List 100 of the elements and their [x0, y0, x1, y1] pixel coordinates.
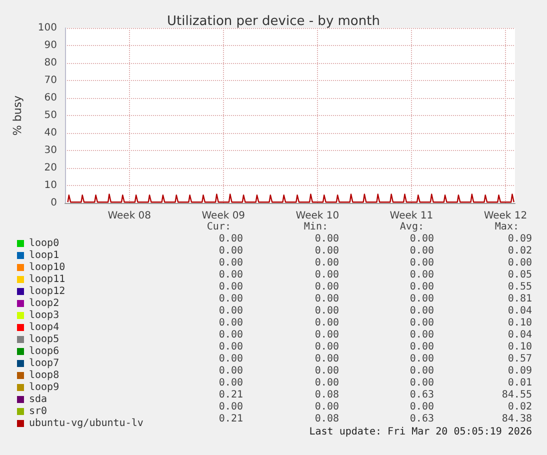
text: 0.00 [410, 402, 434, 412]
text: 0.08 [314, 390, 339, 400]
text: 0.00 [410, 342, 434, 352]
legend-label: loop7 [29, 358, 60, 369]
text: 0.02 [508, 246, 532, 256]
x-tick-label: Week 10 [296, 210, 340, 222]
text: 0.00 [218, 282, 243, 292]
text: 0.10 [508, 342, 532, 352]
y-tick-label: 20 [44, 162, 57, 174]
text: 0.00 [218, 402, 243, 412]
text: 0.01 [508, 378, 532, 388]
text: 0.00 [410, 270, 434, 280]
y-tick-label: 90 [44, 40, 57, 51]
text: 0.55 [508, 282, 532, 292]
text: 0.00 [410, 246, 434, 256]
legend-label: loop2 [29, 298, 60, 309]
legend-label: loop1 [29, 250, 60, 261]
legend-label: loop5 [29, 334, 60, 345]
legend-label: loop11 [29, 274, 66, 285]
legend-label: loop0 [29, 238, 60, 249]
text: 0.57 [508, 354, 532, 364]
text: 0.00 [410, 258, 434, 268]
text: 0.00 [314, 330, 339, 340]
text: 0.63 [410, 414, 434, 424]
y-tick-label: 50 [44, 110, 57, 121]
text: 84.55 [502, 390, 532, 400]
y-tick-label: 30 [44, 145, 57, 156]
chart-title: Utilization per device - by month [167, 14, 380, 29]
text: 84.38 [502, 414, 532, 424]
text: 0.00 [218, 234, 243, 244]
text: 0.00 [218, 294, 243, 304]
text: 0.05 [508, 270, 532, 280]
text: 0.00 [314, 246, 339, 256]
text: 0.21 [218, 414, 243, 424]
legend-label: loop10 [29, 262, 66, 273]
text: 0.00 [314, 342, 339, 352]
text: Min: [304, 222, 328, 232]
legend-label: loop3 [29, 310, 60, 321]
text: 0.21 [218, 390, 243, 400]
legend-label: sr0 [29, 406, 48, 417]
text: 0.00 [410, 354, 434, 364]
text: 0.00 [410, 366, 434, 376]
legend-label: loop4 [29, 322, 60, 333]
text: 0.00 [218, 342, 243, 352]
text: Cur: [206, 222, 231, 232]
text: 0.00 [218, 258, 243, 268]
legend-label: loop8 [29, 370, 60, 381]
legend-label: loop12 [29, 286, 66, 297]
text: 0.00 [314, 258, 339, 268]
x-tick-label: Week 12 [484, 210, 528, 222]
text: Avg: [400, 222, 424, 232]
y-tick-label: 0 [50, 198, 57, 208]
text: 0.00 [218, 378, 243, 388]
text: 0.00 [218, 366, 243, 376]
legend-label: loop9 [29, 382, 60, 393]
legend-label: loop6 [29, 346, 60, 357]
y-tick-label: 60 [44, 92, 57, 104]
text: Last update: Fri Mar 20 05:05:19 2026 [309, 426, 532, 438]
text: 0.00 [218, 270, 243, 280]
text: 0.09 [508, 366, 532, 376]
text: 0.00 [410, 234, 434, 244]
text: 0.63 [410, 390, 434, 400]
y-tick-label: 70 [44, 75, 57, 86]
text: 0.81 [508, 294, 532, 304]
text: Max: [494, 222, 519, 232]
text: 0.04 [508, 306, 532, 316]
text: 0.00 [218, 318, 243, 328]
text: 0.08 [314, 414, 339, 424]
text: 0.00 [314, 294, 339, 304]
x-tick-label: Week 11 [390, 210, 434, 222]
legend-label: sda [29, 394, 48, 405]
text: 0.04 [508, 330, 532, 340]
text: 0.00 [218, 354, 243, 364]
text: 0.00 [410, 378, 434, 388]
text: 0.00 [314, 402, 339, 412]
y-tick-label: 10 [44, 180, 57, 191]
text: 0.00 [410, 306, 434, 316]
text: 0.02 [508, 402, 532, 412]
text: 0.00 [218, 306, 243, 316]
text: 0.00 [314, 366, 339, 376]
x-tick-label: Week 09 [202, 210, 246, 222]
x-tick-label: Week 08 [108, 210, 152, 222]
text: 0.00 [314, 282, 339, 292]
text: 0.00 [314, 318, 339, 328]
text: 0.00 [410, 318, 434, 328]
y-tick-label: 40 [44, 128, 57, 138]
text: 0.00 [218, 246, 243, 256]
y-tick-label: 80 [44, 58, 57, 68]
text: 0.09 [508, 234, 532, 244]
text: 0.00 [314, 306, 339, 316]
text: 0.00 [410, 282, 434, 292]
y-axis-title: % busy [11, 94, 24, 136]
text: 0.00 [314, 234, 339, 244]
text: 0.10 [508, 318, 532, 328]
text: 0.00 [410, 330, 434, 340]
text: 0.00 [314, 270, 339, 280]
text: 0.00 [314, 354, 339, 364]
text: 0.00 [410, 294, 434, 304]
y-tick-label: 100 [38, 22, 57, 34]
text: 0.00 [508, 258, 532, 268]
